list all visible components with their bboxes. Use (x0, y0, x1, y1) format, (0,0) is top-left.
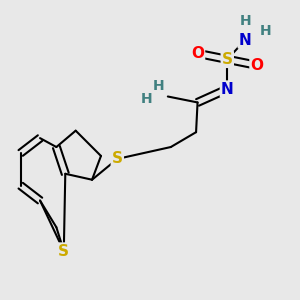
Text: H: H (260, 24, 272, 38)
Text: O: O (191, 46, 204, 61)
Text: N: N (239, 32, 251, 47)
Text: S: S (222, 52, 233, 67)
Text: H: H (141, 92, 153, 106)
Text: S: S (112, 152, 123, 166)
Text: N: N (221, 82, 234, 97)
Text: S: S (58, 244, 69, 259)
Text: H: H (239, 14, 251, 28)
Text: O: O (250, 58, 263, 73)
Text: H: H (153, 79, 165, 93)
